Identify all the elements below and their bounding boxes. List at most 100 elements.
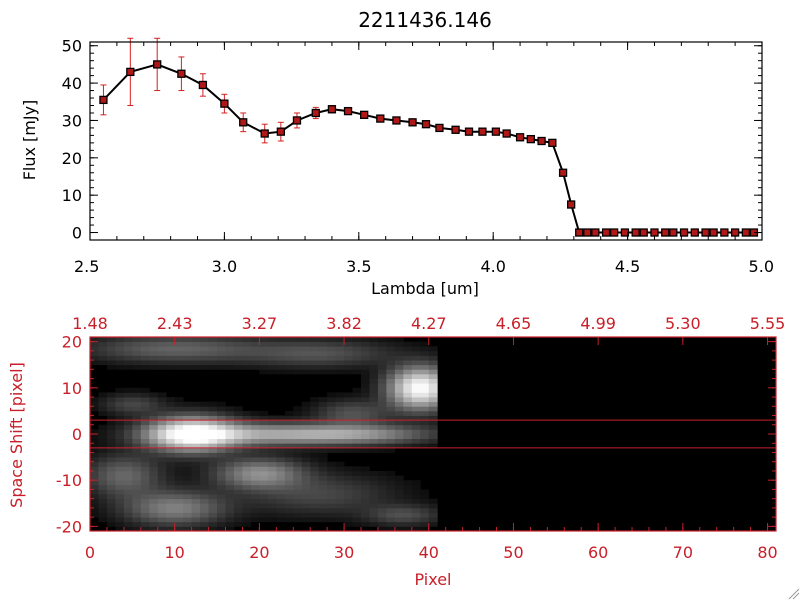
image-pixel: [420, 410, 430, 416]
image-pixel: [140, 498, 150, 504]
image-pixel: [191, 452, 201, 458]
image-pixel: [386, 410, 396, 416]
image-pixel: [293, 480, 303, 486]
image-pixel: [140, 424, 150, 430]
image-pixel: [310, 443, 320, 449]
image-pixel: [411, 341, 421, 347]
image-pixel: [115, 401, 125, 407]
image-pixel: [361, 507, 370, 513]
image-pixel: [98, 360, 108, 366]
image-pixel: [259, 360, 269, 366]
image-pixel: [123, 341, 133, 347]
image-pixel: [98, 489, 108, 495]
image-pixel: [369, 410, 379, 416]
image-pixel: [420, 355, 430, 361]
image-pixel: [276, 475, 286, 481]
image-pixel: [386, 447, 396, 453]
image-pixel: [250, 475, 260, 481]
image-pixel: [106, 489, 116, 495]
image-pixel: [411, 503, 421, 509]
image-pixel: [250, 503, 260, 509]
resize-grip-icon[interactable]: [788, 588, 800, 600]
data-point: [515, 133, 525, 142]
image-pixel: [420, 387, 430, 393]
image-pixel: [394, 498, 404, 504]
image-pixel: [428, 383, 438, 389]
image-pixel: [242, 507, 252, 513]
image-pixel: [208, 429, 218, 435]
image-pixel: [149, 434, 159, 440]
image-pixel: [217, 507, 226, 513]
image-pixel: [386, 475, 396, 481]
image-pixel: [352, 480, 362, 486]
image-pixel: [174, 466, 184, 472]
image-pixel: [310, 447, 320, 453]
image-pixel: [301, 517, 311, 523]
image-pixel: [411, 378, 421, 384]
image-pixel: [123, 364, 133, 370]
image-pixel: [200, 475, 209, 481]
image-pixel: [191, 498, 201, 504]
image-pixel: [318, 350, 328, 356]
image-pixel: [377, 429, 387, 435]
image-pixel: [174, 503, 184, 509]
image-pixel: [310, 406, 320, 412]
image-pixel: [200, 364, 209, 370]
image-pixel: [318, 429, 328, 435]
image-pixel: [115, 350, 125, 356]
image-pixel: [149, 364, 159, 370]
image-pixel: [166, 498, 176, 504]
image-pixel: [361, 494, 370, 500]
data-point: [343, 106, 353, 116]
image-pixel: [149, 401, 159, 407]
image-pixel: [386, 443, 396, 449]
x-tick-label: 30: [334, 543, 354, 562]
image-pixel: [259, 346, 269, 352]
image-pixel: [386, 383, 396, 389]
image-pixel: [200, 461, 209, 467]
image-pixel: [394, 392, 404, 398]
image-pixel: [276, 484, 286, 490]
image-pixel: [344, 484, 353, 490]
data-point: [591, 228, 600, 237]
image-pixel: [369, 517, 379, 523]
image-pixel: [318, 484, 328, 490]
image-pixel: [352, 429, 362, 435]
image-pixel: [377, 498, 387, 504]
image-pixel: [276, 438, 286, 444]
image-pixel: [335, 397, 345, 403]
image-pixel: [394, 406, 404, 412]
image-pixel: [123, 355, 133, 361]
image-pixel: [233, 337, 243, 343]
image-pixel: [183, 438, 193, 444]
image-pixel: [318, 480, 328, 486]
image-pixel: [386, 424, 396, 430]
image-pixel: [293, 350, 303, 356]
image-pixel: [191, 443, 201, 449]
image-pixel: [157, 401, 167, 407]
image-pixel: [140, 397, 150, 403]
image-pixel: [369, 415, 379, 421]
image-pixel: [191, 517, 201, 523]
image-pixel: [344, 434, 353, 440]
image-pixel: [276, 470, 286, 476]
image-pixel: [276, 466, 286, 472]
image-pixel: [420, 443, 430, 449]
image-pixel: [123, 401, 133, 407]
data-point: [661, 228, 670, 237]
image-pixel: [98, 424, 108, 430]
image-pixel: [140, 355, 150, 361]
image-pixel: [327, 517, 337, 523]
image-pixel: [284, 424, 294, 430]
image-pixel: [140, 364, 150, 370]
image-y-axis-label: Space Shift [pixel]: [7, 362, 26, 508]
image-pixel: [90, 360, 99, 366]
image-pixel: [386, 498, 396, 504]
image-pixel: [259, 498, 269, 504]
image-pixel: [106, 341, 116, 347]
image-pixel: [352, 438, 362, 444]
data-point: [631, 228, 640, 237]
image-pixel: [267, 438, 277, 444]
image-pixel: [140, 484, 150, 490]
image-pixel: [149, 429, 159, 435]
